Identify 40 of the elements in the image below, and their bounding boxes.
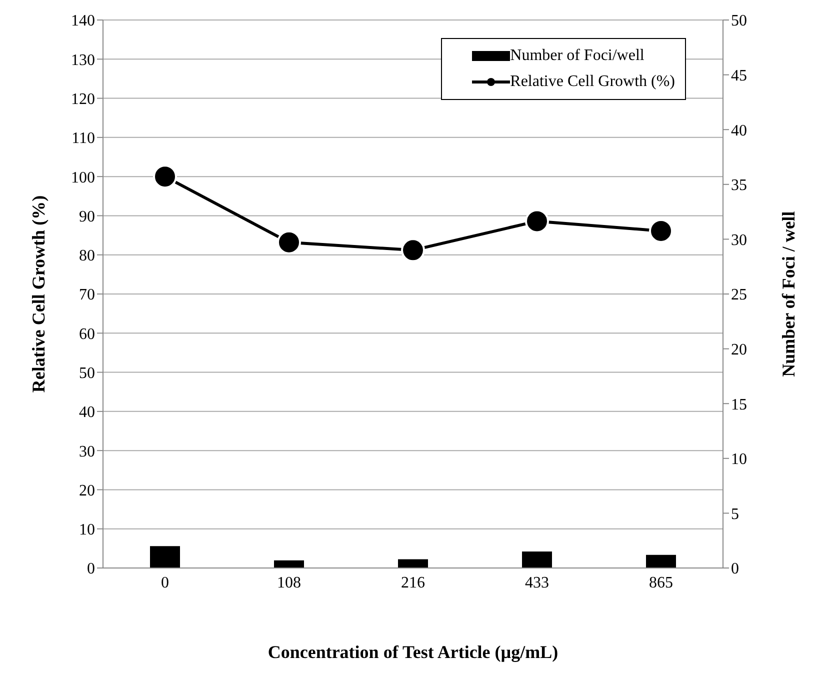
y2-tick-label: 15: [731, 396, 747, 414]
y2-tick-label: 40: [731, 122, 747, 140]
y-tick-label: 40: [79, 404, 95, 422]
y-axis-title: Relative Cell Growth (%): [28, 195, 48, 393]
point: [401, 238, 425, 262]
y2-tick-label: 5: [731, 506, 739, 523]
y2-tick-label: 25: [731, 286, 747, 304]
y-tick-label: 60: [79, 326, 95, 343]
y-tick-label: 80: [79, 248, 95, 265]
y-tick-label: 50: [79, 364, 95, 382]
y-tick-label: 140: [71, 12, 95, 30]
y2-tick-label: 30: [731, 232, 747, 249]
legend-label: Number of Foci/well: [510, 46, 644, 66]
y2-tick-label: 50: [731, 12, 747, 30]
x-tick-label: 108: [277, 574, 301, 592]
x-tick-label: 0: [161, 574, 169, 592]
y-tick-label: 90: [79, 208, 95, 226]
y2-tick-label: 35: [731, 177, 747, 194]
y-tick-label: 130: [71, 52, 95, 69]
point: [525, 209, 549, 234]
y2-tick-label: 10: [731, 451, 747, 468]
y-tick-label: 70: [79, 286, 95, 304]
y-tick-label: 100: [71, 169, 95, 186]
point: [153, 164, 177, 189]
y-tick-label: 30: [79, 443, 95, 460]
legend-label: Relative Cell Growth (%): [510, 72, 675, 92]
y-tick-label: 20: [79, 482, 95, 500]
x-tick-label: 433: [525, 574, 549, 592]
x-tick-label: 865: [649, 574, 673, 592]
y-tick-label: 110: [72, 130, 95, 148]
y2-tick-label: 20: [731, 341, 747, 358]
x-axis-title: Concentration of Test Article (µg/mL): [268, 642, 558, 662]
y2-tick-label: 45: [731, 67, 747, 84]
y-tick-label: 120: [71, 90, 95, 108]
y-tick-label: 10: [79, 522, 95, 539]
y2-tick-label: 0: [731, 560, 739, 578]
point: [277, 230, 301, 254]
y2-axis-title: Number of Foci / well: [778, 211, 798, 377]
x-tick-label: 216: [401, 574, 425, 592]
y-tick-label: 0: [87, 560, 95, 578]
